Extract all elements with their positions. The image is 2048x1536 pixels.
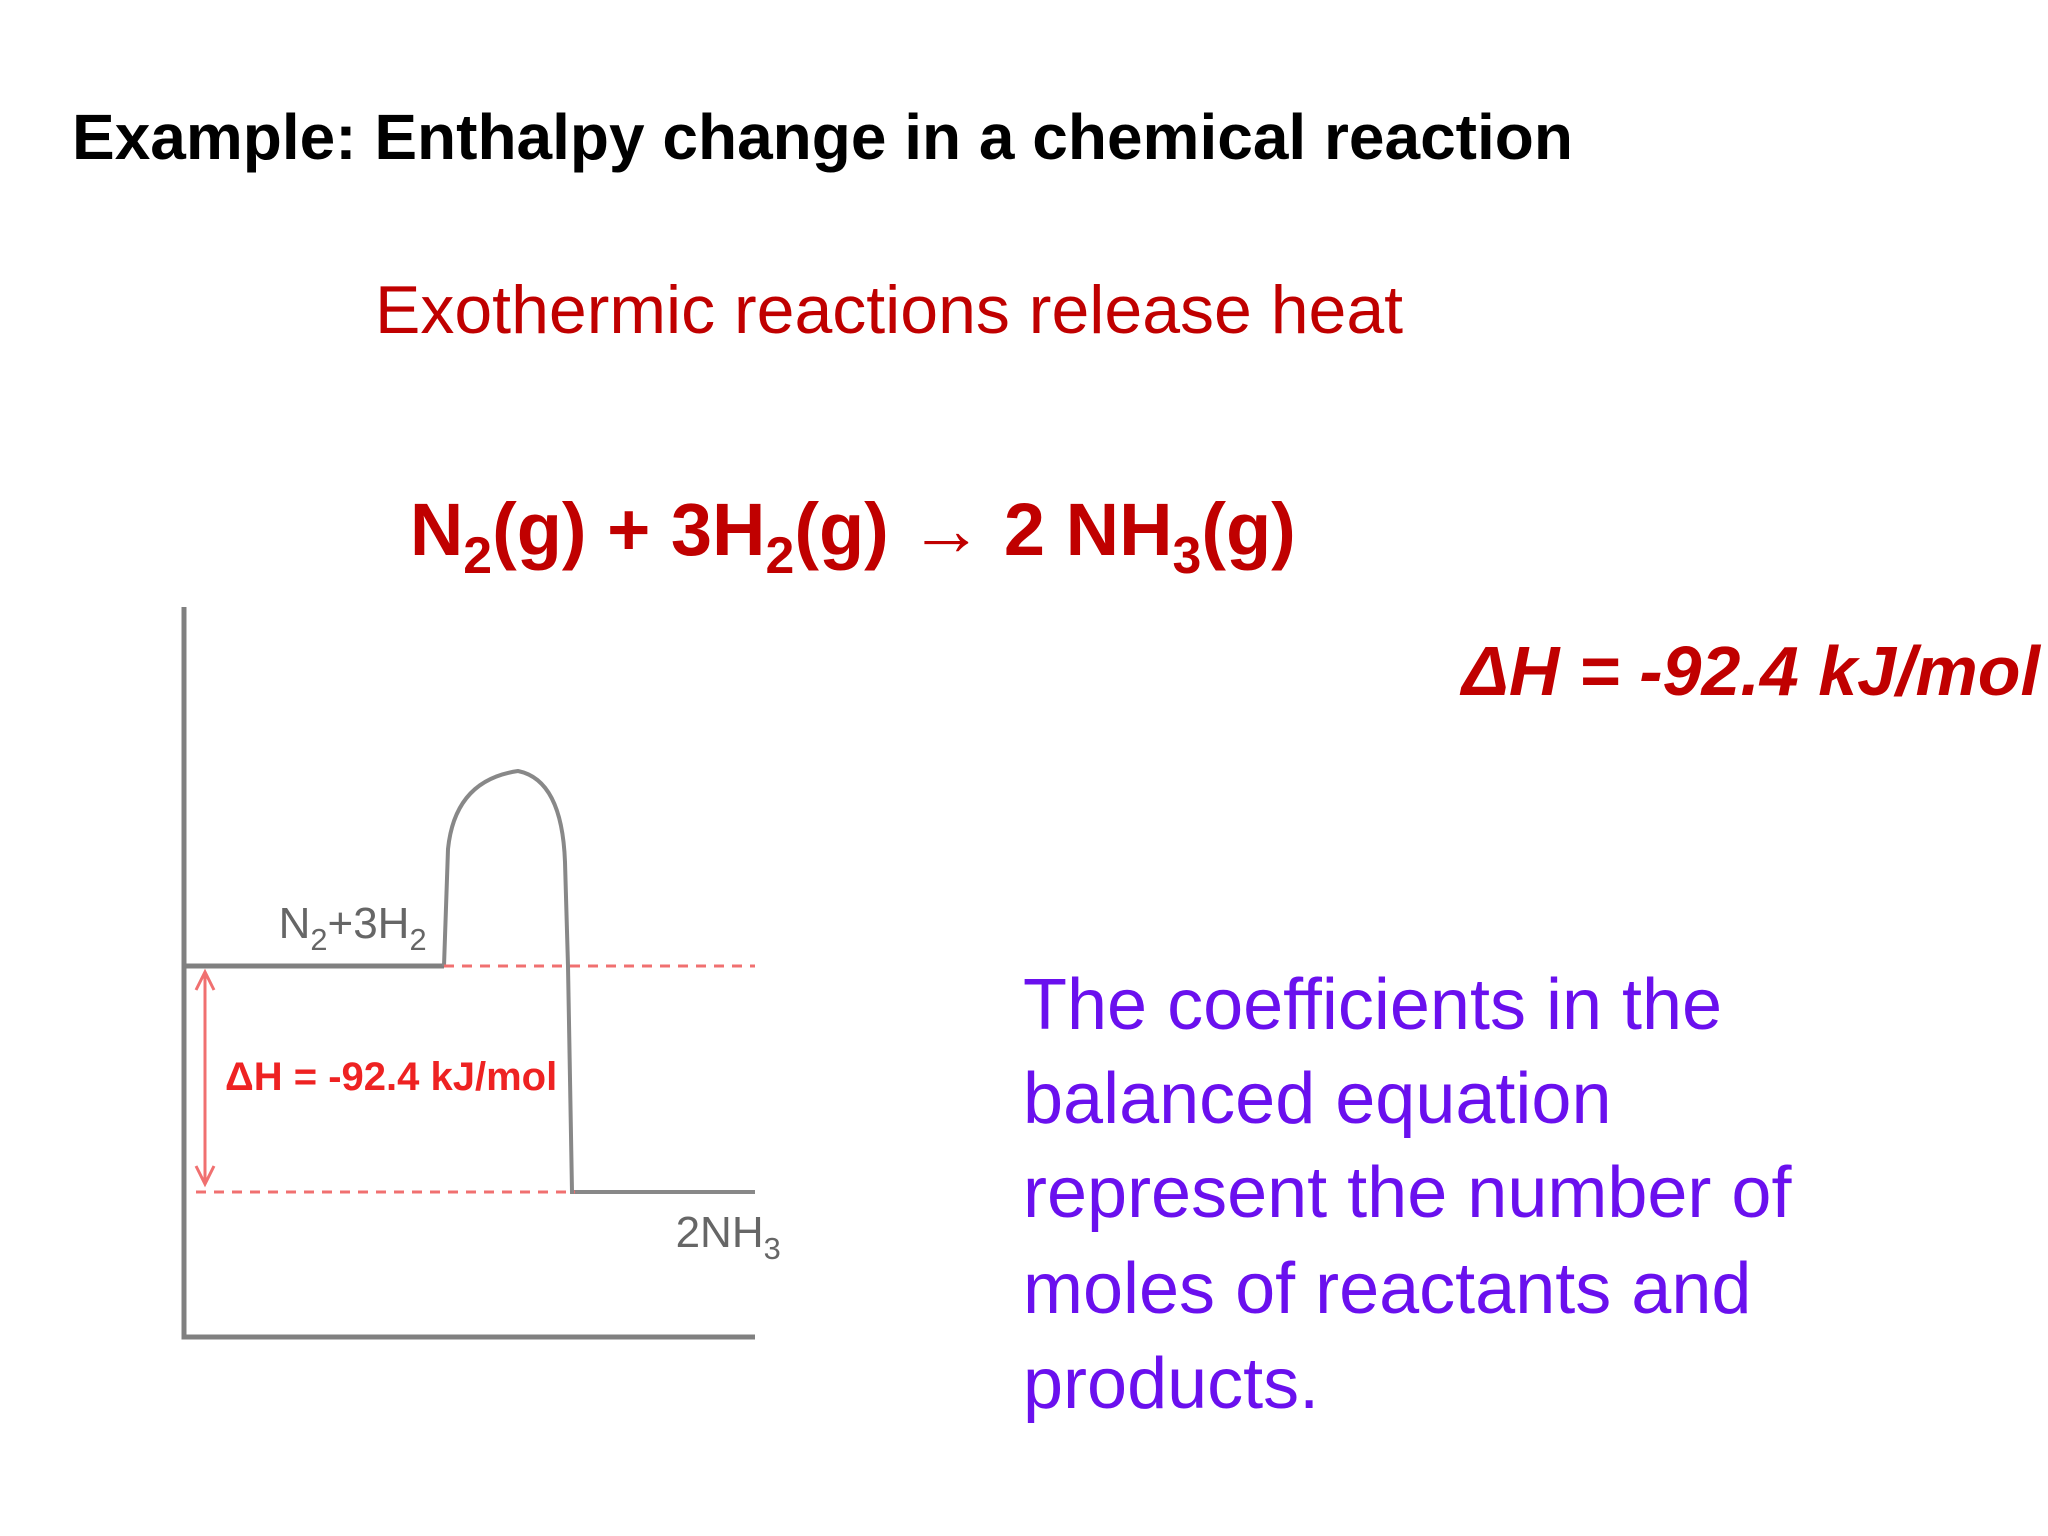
eq-part: (g) [1201, 488, 1296, 571]
products-label: 2NH3 [590, 1208, 842, 1269]
title: Example: Enthalpy change in a chemical r… [72, 101, 1573, 173]
label-part: 2NH [676, 1208, 764, 1257]
body-line: balanced equation [1023, 1059, 1612, 1139]
label-subscript: 3 [764, 1231, 781, 1266]
equation: N2(g) + 3H2(g) → 2 NH3(g) [307, 488, 1358, 584]
label-part: N [279, 899, 311, 948]
eq-part: N [410, 488, 463, 571]
energy-diagram: N2+3H2 ΔH = -92.4 kJ/mol 2NH3 [181, 607, 842, 1340]
axes [181, 607, 755, 1340]
eq-subscript: 2 [463, 526, 492, 584]
body-text: The coefficients in the balanced equatio… [1023, 965, 1792, 1424]
eq-subscript: 2 [766, 526, 795, 584]
body-line: The coefficients in the [1023, 965, 1722, 1045]
enthalpy: ΔH = -92.4 kJ/mol [1459, 632, 2042, 710]
eq-subscript: 3 [1173, 526, 1202, 584]
label-subscript: 2 [310, 922, 327, 957]
reactants-label: N2+3H2 [193, 899, 488, 960]
eq-part: (g) + 3H [492, 488, 765, 571]
energy-curve [442, 768, 755, 1194]
delta-label: ΔH = -92.4 kJ/mol [225, 1055, 557, 1099]
label-subscript: 2 [409, 922, 426, 957]
eq-part: (g) → 2 NH [794, 488, 1172, 571]
label-part: +3H [328, 899, 410, 948]
body-line: moles of reactants and [1023, 1249, 1751, 1329]
arrow-heads [194, 968, 216, 1188]
body-line: represent the number of [1023, 1153, 1792, 1233]
body-line: products. [1023, 1344, 1319, 1424]
subtitle: Exothermic reactions release heat [375, 272, 1403, 348]
